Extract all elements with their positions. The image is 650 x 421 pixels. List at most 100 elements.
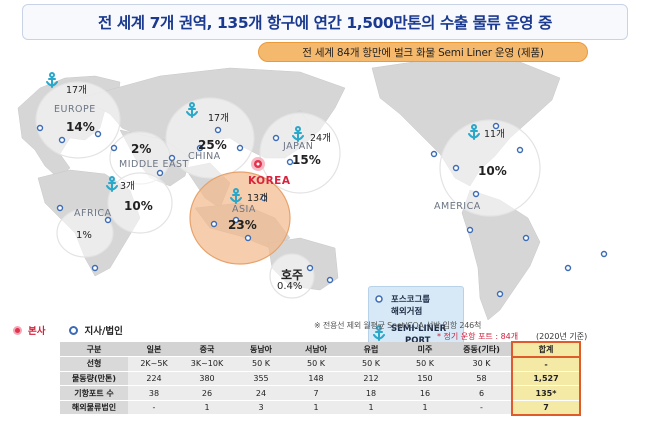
table-cell: 18	[344, 385, 398, 401]
africa-pct: 1%	[76, 230, 92, 241]
table-header-total: 합계	[511, 341, 581, 358]
row-label: 기항포트 수	[60, 385, 128, 401]
middle-east-pct: 2%	[131, 142, 152, 156]
table-row: 물동량(만톤) 224 380 355 148 212 150 58 1,527	[60, 371, 581, 387]
table-cell: 38	[128, 385, 180, 401]
branch-legend-label: 지사/법인	[84, 326, 123, 337]
page-title: 전 세계 7개 권역, 135개 항구에 연간 1,500만톤의 수출 물류 운…	[98, 14, 552, 32]
title-bar: 전 세계 7개 권역, 135개 항구에 연간 1,500만톤의 수출 물류 운…	[22, 4, 628, 40]
table-cell: 16	[398, 385, 452, 401]
china-label: CHINA	[188, 151, 221, 162]
table-cell: 1	[344, 400, 398, 416]
europe-pct: 14%	[66, 120, 95, 134]
asia-pct: 23%	[228, 218, 257, 232]
branch-legend-item: 지사/법인	[69, 323, 123, 337]
table-header: 동남아	[234, 342, 288, 358]
china-pct: 25%	[198, 138, 227, 152]
table-cell: 148	[288, 371, 344, 387]
table-header: 미주	[398, 342, 452, 358]
japan-port-count: 24개	[310, 133, 331, 144]
row-label: 선형	[60, 356, 128, 372]
table-header: 중국	[180, 342, 234, 358]
table-cell: -	[128, 400, 180, 416]
table-cell: 3	[234, 400, 288, 416]
map-legend-icons	[373, 295, 385, 341]
table-cell: 355	[234, 371, 288, 387]
table-cell: 150	[398, 371, 452, 387]
total-cell: 135*	[511, 385, 581, 401]
hq-legend-item: 본사	[13, 323, 45, 337]
table-cell: 50 K	[288, 356, 344, 372]
office-icon	[375, 295, 383, 303]
table-cell: 26	[180, 385, 234, 401]
basis-year-note: (2020년 기준)	[536, 332, 588, 341]
korea-label: KOREA	[248, 175, 291, 187]
table-cell: 50 K	[234, 356, 288, 372]
table-cell: 212	[344, 371, 398, 387]
japan-pct: 15%	[292, 153, 321, 167]
legend-office-label: 포스코그룹	[391, 295, 431, 305]
total-cell: -	[511, 356, 581, 372]
table-cell: 1	[398, 400, 452, 416]
hq-legend-label: 본사	[28, 326, 46, 337]
total-cell: 1,527	[511, 371, 581, 387]
table-row: 해외물류법인 - 1 3 1 1 1 - 7	[60, 400, 581, 416]
table-row: 선형 2K~5K 3K~10K 50 K 50 K 50 K 50 K 30 K…	[60, 356, 581, 372]
total-cell: 7	[511, 400, 581, 416]
table-header: 유럽	[344, 342, 398, 358]
regular-ports-note: * 정기 운항 포트 : 84개	[437, 332, 519, 341]
logistics-table: 구분 일본 중국 동남아 서남아 유럽 미주 중동(기타) 합계 선형 2K~5…	[60, 341, 581, 416]
subtitle: 전 세계 84개 항만에 벌크 화물 Semi Liner 운영 (제품)	[302, 46, 544, 59]
asia-port-count: 13개	[247, 193, 268, 204]
india-pct: 10%	[124, 199, 153, 213]
branch-dot-icon	[69, 325, 79, 335]
america-pct: 10%	[478, 164, 507, 178]
table-cell: 1	[180, 400, 234, 416]
world-map: 17개 EUROPE 14% 2% MIDDLE EAST 17개 25% CH…	[0, 57, 650, 352]
table-cell: 50 K	[344, 356, 398, 372]
table-cell: 58	[452, 371, 512, 387]
middle-east-label: MIDDLE EAST	[119, 159, 189, 170]
table-cell: 224	[128, 371, 180, 387]
india-port-count: 3개	[120, 181, 135, 192]
map-legend: 포스코그룹 해외거점 SEMI-LINER PORT	[368, 286, 464, 352]
china-port-count: 17개	[208, 113, 229, 124]
asia-label: ASIA	[232, 204, 256, 215]
table-cell: 24	[234, 385, 288, 401]
table-cell: 50 K	[398, 356, 452, 372]
europe-label: EUROPE	[54, 104, 96, 115]
japan-label: JAPAN	[283, 141, 314, 152]
row-label: 물동량(만톤)	[60, 371, 128, 387]
table-cell: 7	[288, 385, 344, 401]
row-label: 해외물류법인	[60, 400, 128, 416]
table-cell: 380	[180, 371, 234, 387]
hq-branch-legend: 본사 지사/법인	[13, 323, 123, 337]
table-header: 중동(기타)	[452, 342, 512, 358]
table-cell: 1	[288, 400, 344, 416]
africa-label: AFRICA	[74, 208, 112, 219]
oceania-label: 호주	[281, 268, 304, 282]
legend-port-label: SEMI-LINER	[391, 324, 447, 334]
table-header: 구분	[60, 342, 128, 358]
korea-hq-marker	[251, 157, 265, 171]
table-cell: 30 K	[452, 356, 512, 372]
legend-office-label-2: 해외거점	[391, 307, 423, 317]
america-port-count: 11개	[484, 129, 505, 140]
table-cell: 3K~10K	[180, 356, 234, 372]
table-header: 서남아	[288, 342, 344, 358]
oceania-pct: 0.4%	[277, 281, 303, 292]
legend-port-label-2: PORT	[405, 336, 431, 346]
table-row: 기항포트 수 38 26 24 7 18 16 6 135*	[60, 385, 581, 401]
subtitle-pill: 전 세계 84개 항만에 벌크 화물 Semi Liner 운영 (제품)	[258, 42, 588, 62]
table-header-row: 구분 일본 중국 동남아 서남아 유럽 미주 중동(기타) 합계	[60, 341, 581, 358]
america-label: AMERICA	[434, 201, 481, 212]
table-header: 일본	[128, 342, 180, 358]
vessel-note: ※ 전용선 제외 월평균 Spot/COA 선박 입항 246척	[314, 321, 482, 330]
hq-dot-icon	[13, 325, 22, 335]
europe-port-count: 17개	[66, 85, 87, 96]
table-cell: -	[452, 400, 512, 416]
world-map-shapes	[17, 57, 608, 321]
table-cell: 2K~5K	[128, 356, 180, 372]
table-cell: 6	[452, 385, 512, 401]
anchor-icon	[373, 325, 385, 341]
